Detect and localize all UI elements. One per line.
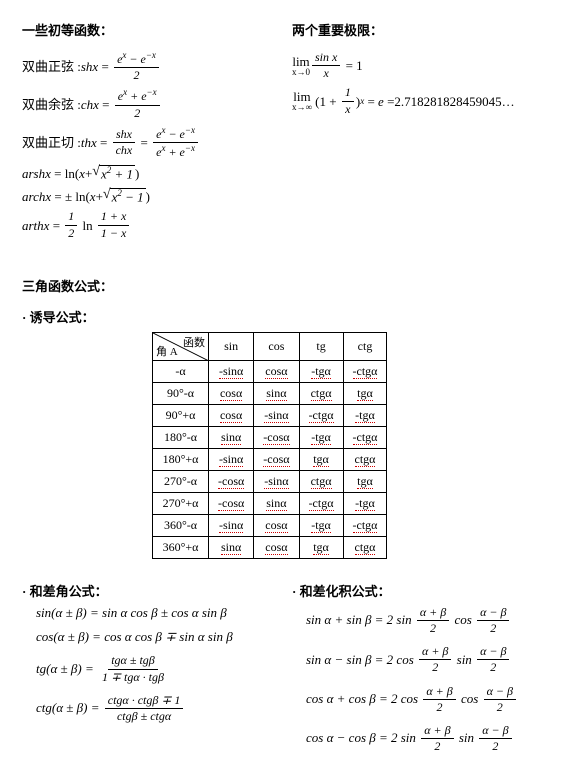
eq-thx: 双曲正切 : thx = shxchx = ex − e−xex + e−x <box>22 126 277 159</box>
value-cell: -sinα <box>209 448 254 470</box>
angle-cell: 180°+α <box>153 448 209 470</box>
value-cell: -ctgα <box>343 360 387 382</box>
eq-lim-sinx: limx→0 sin xx = 1 <box>292 51 545 80</box>
eq-ctgab: ctg(α ± β) = ctgα · ctgβ ∓ 1ctgβ ± ctgα <box>36 694 282 723</box>
value-cell: ctgα <box>343 448 387 470</box>
value-cell: cosα <box>254 514 299 536</box>
value-cell: tgα <box>343 470 387 492</box>
value-cell: ctgα <box>299 470 343 492</box>
value-cell: cosα <box>254 536 299 558</box>
table-row: 90°-αcosαsinαctgαtgα <box>153 382 387 404</box>
value-cell: -cosα <box>209 492 254 514</box>
col-ctg: ctg <box>343 332 387 360</box>
value-cell: -cosα <box>254 426 299 448</box>
angle-cell: 180°-α <box>153 426 209 448</box>
value-cell: -ctgα <box>299 492 343 514</box>
value-cell: -ctgα <box>343 514 387 536</box>
value-cell: cosα <box>209 382 254 404</box>
value-cell: tgα <box>299 448 343 470</box>
eq-cosp: cos α + cos β = 2 cos α + β2 cos α − β2 <box>306 685 545 714</box>
value-cell: -cosα <box>254 448 299 470</box>
subheading-sumprod: · 和差化积公式： <box>292 581 545 600</box>
value-cell: -ctgα <box>343 426 387 448</box>
angle-cell: 90°+α <box>153 404 209 426</box>
value-cell: tgα <box>343 382 387 404</box>
value-cell: -sinα <box>209 514 254 536</box>
value-cell: ctgα <box>299 382 343 404</box>
eq-chx: 双曲余弦 : chx = ex + e−x2 <box>22 88 277 119</box>
table-corner: 函数 角 A <box>153 332 209 360</box>
eq-sinp: sin α + sin β = 2 sin α + β2 cos α − β2 <box>306 606 545 635</box>
eq-arshx: arshx = ln(x + x2 + 1) <box>22 165 277 182</box>
subheading-induction: · 诱导公式： <box>22 307 545 326</box>
value-cell: cosα <box>209 404 254 426</box>
heading-limits: 两个重要极限： <box>292 20 545 39</box>
value-cell: -tgα <box>299 426 343 448</box>
value-cell: sinα <box>254 492 299 514</box>
table-row: -α-sinαcosα-tgα-ctgα <box>153 360 387 382</box>
angle-cell: 360°+α <box>153 536 209 558</box>
value-cell: cosα <box>254 360 299 382</box>
table-row: 180°+α-sinα-cosαtgαctgα <box>153 448 387 470</box>
col-sin: sin <box>209 332 254 360</box>
subheading-sumdiff: · 和差角公式： <box>22 581 282 600</box>
eq-arthx: arthx = 12 ln 1 + x1 − x <box>22 210 277 239</box>
table-row: 270°-α-cosα-sinαctgαtgα <box>153 470 387 492</box>
eq-cosm: cos α − cos β = 2 sin α + β2 sin α − β2 <box>306 724 545 753</box>
value-cell: -ctgα <box>299 404 343 426</box>
eq-lim-e: limx→∞ (1 + 1x )x = e = 2.71828182845904… <box>292 86 545 115</box>
table-row: 180°-αsinα-cosα-tgα-ctgα <box>153 426 387 448</box>
value-cell: -tgα <box>343 404 387 426</box>
value-cell: -sinα <box>209 360 254 382</box>
value-cell: -cosα <box>209 470 254 492</box>
value-cell: ctgα <box>343 536 387 558</box>
eq-sinab: sin(α ± β) = sin α cos β ± cos α sin β <box>36 606 282 620</box>
heading-trig: 三角函数公式： <box>22 276 545 295</box>
value-cell: -sinα <box>254 404 299 426</box>
angle-cell: 90°-α <box>153 382 209 404</box>
eq-cosab: cos(α ± β) = cos α cos β ∓ sin α sin β <box>36 630 282 644</box>
table-row: 360°-α-sinαcosα-tgα-ctgα <box>153 514 387 536</box>
table-row: 360°+αsinαcosαtgαctgα <box>153 536 387 558</box>
value-cell: -tgα <box>299 360 343 382</box>
value-cell: -tgα <box>343 492 387 514</box>
table-row: 90°+αcosα-sinα-ctgα-tgα <box>153 404 387 426</box>
value-cell: sinα <box>209 536 254 558</box>
eq-tgab: tg(α ± β) = tgα ± tgβ1 ∓ tgα · tgβ <box>36 654 282 683</box>
value-cell: -tgα <box>299 514 343 536</box>
value-cell: sinα <box>209 426 254 448</box>
eq-sinm: sin α − sin β = 2 cos α + β2 sin α − β2 <box>306 645 545 674</box>
induction-table: 函数 角 A sin cos tg ctg -α-sinαcosα-tgα-ct… <box>152 332 387 559</box>
table-row: 270°+α-cosαsinα-ctgα-tgα <box>153 492 387 514</box>
col-tg: tg <box>299 332 343 360</box>
value-cell: tgα <box>299 536 343 558</box>
angle-cell: 360°-α <box>153 514 209 536</box>
col-cos: cos <box>254 332 299 360</box>
value-cell: sinα <box>254 382 299 404</box>
angle-cell: -α <box>153 360 209 382</box>
eq-archx: archx = ± ln(x + x2 − 1) <box>22 188 277 205</box>
heading-elementary: 一些初等函数： <box>22 20 277 39</box>
eq-shx: 双曲正弦 : shx = ex − e−x2 <box>22 51 277 82</box>
angle-cell: 270°-α <box>153 470 209 492</box>
angle-cell: 270°+α <box>153 492 209 514</box>
value-cell: -sinα <box>254 470 299 492</box>
